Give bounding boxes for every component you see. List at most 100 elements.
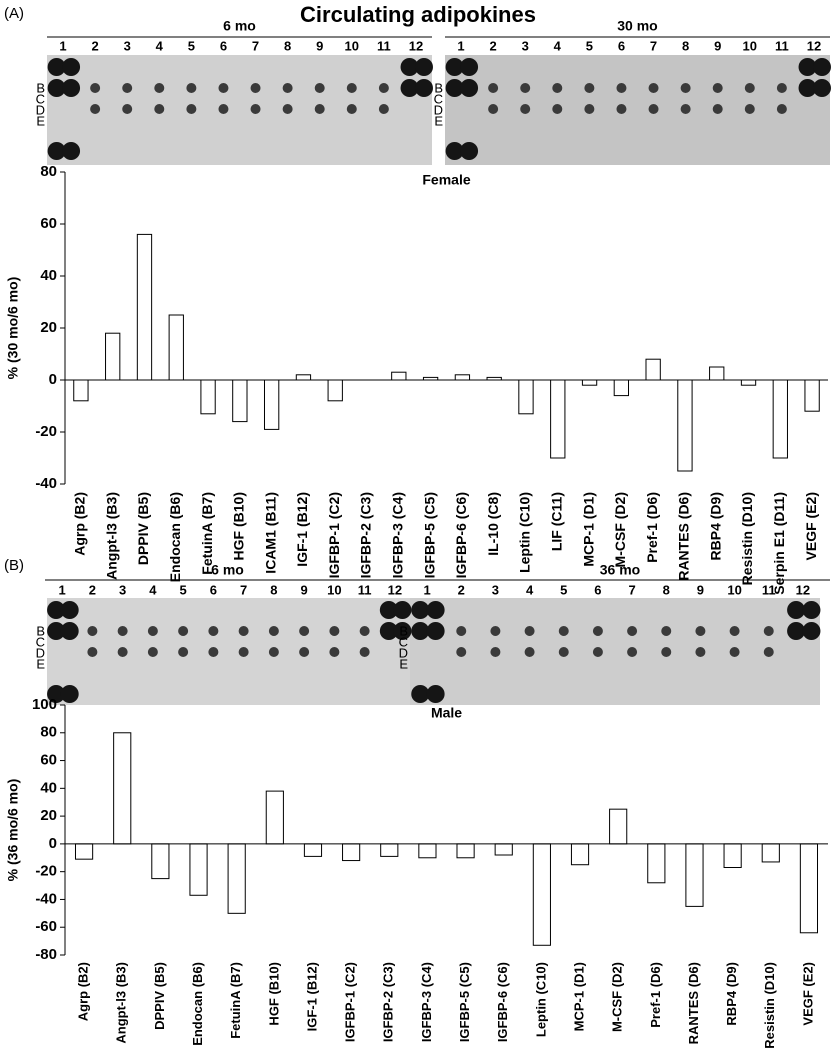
bar <box>454 374 471 381</box>
y-tick-label: 80 <box>40 163 57 180</box>
y-tick-label: 0 <box>49 371 57 388</box>
column-number: 8 <box>284 38 291 53</box>
x-tick-label: RBP4 (D9) <box>707 492 723 560</box>
bar <box>494 843 513 856</box>
column-number: 7 <box>252 38 259 53</box>
x-tick-label: LIF (C11) <box>548 492 564 551</box>
blot-spot <box>62 58 81 76</box>
blot-spot <box>379 601 398 619</box>
bar <box>581 379 598 386</box>
blot-spot <box>250 104 261 114</box>
row-letter: E <box>36 113 45 128</box>
blot-spot <box>147 626 158 636</box>
column-number: 8 <box>682 38 689 53</box>
blot-spot <box>314 83 325 93</box>
blot-spot <box>62 79 81 97</box>
blot-spot <box>178 626 189 636</box>
blot-spot <box>712 83 723 93</box>
blot-spot <box>379 622 398 640</box>
x-tick-label: IGF-1 (B12) <box>304 962 319 1031</box>
column-number: 5 <box>586 38 593 53</box>
blot-spot <box>648 83 659 93</box>
blot-spot <box>661 647 672 657</box>
blot-spot <box>695 647 706 657</box>
panel-label: (A) <box>4 5 24 22</box>
column-number: 11 <box>358 582 372 597</box>
column-number: 6 <box>210 582 217 597</box>
blot-spot <box>47 622 66 640</box>
blot-spot <box>60 601 79 619</box>
row-letter: D <box>399 645 408 660</box>
blot-spot <box>414 79 433 97</box>
blot-spot <box>460 79 479 97</box>
blot-spot <box>299 626 310 636</box>
blot-spot <box>117 647 128 657</box>
blot-spot <box>552 83 563 93</box>
column-number: 11 <box>775 38 789 53</box>
blot-spot <box>426 622 445 640</box>
y-tick-label: 20 <box>40 319 57 336</box>
blot-spot <box>186 104 197 114</box>
y-tick-label: 0 <box>49 835 57 852</box>
bar <box>532 843 551 946</box>
blot-spot <box>488 104 499 114</box>
x-tick-label: RBP4 (D9) <box>724 962 739 1026</box>
row-letter: B <box>36 80 45 95</box>
row-letter: B <box>434 80 443 95</box>
column-number: 12 <box>388 582 402 597</box>
column-number: 6 <box>618 38 625 53</box>
column-number: 3 <box>492 582 499 597</box>
y-tick-label: -20 <box>35 423 57 440</box>
blot-spot <box>411 601 430 619</box>
bar <box>550 379 566 459</box>
row-letter: B <box>399 623 408 638</box>
blot-image <box>410 598 820 705</box>
column-number: 1 <box>59 582 66 597</box>
blot-image <box>445 55 830 165</box>
bar <box>265 790 284 845</box>
blot-label: 36 mo <box>600 562 640 578</box>
figure-title: Circulating adipokines <box>300 2 536 27</box>
blot-spot <box>414 58 433 76</box>
blot-spot <box>147 647 158 657</box>
bar <box>761 843 780 863</box>
y-tick-label: -40 <box>35 890 57 907</box>
blot-spot <box>744 83 755 93</box>
column-number: 6 <box>220 38 227 53</box>
blot-spot <box>763 647 774 657</box>
x-tick-label: HGF (B10) <box>231 492 247 560</box>
bar <box>709 366 725 381</box>
blot-spot <box>299 647 310 657</box>
blot-spot <box>329 626 340 636</box>
chart-title: Male <box>431 705 462 721</box>
blot-spot <box>802 601 821 619</box>
blot-spot <box>393 622 412 640</box>
column-number: 1 <box>59 38 66 53</box>
y-tick-label: -60 <box>35 918 57 935</box>
column-number: 4 <box>526 582 534 597</box>
bar <box>74 843 94 860</box>
blot-spot <box>238 626 249 636</box>
column-number: 9 <box>697 582 704 597</box>
blot-spot <box>426 685 445 703</box>
blot-spot <box>729 647 740 657</box>
row-letter: C <box>399 634 408 649</box>
row-letter: E <box>399 656 408 671</box>
blot-spot <box>154 83 165 93</box>
blot-spot <box>426 601 445 619</box>
y-axis-label: % (30 mo/6 mo) <box>5 277 21 380</box>
column-number: 4 <box>149 582 157 597</box>
blot-spot <box>524 647 535 657</box>
blot-spot <box>558 626 569 636</box>
row-letter: D <box>36 645 45 660</box>
blot-spot <box>584 104 595 114</box>
blot-spot <box>87 626 98 636</box>
blot-spot <box>552 104 563 114</box>
column-number: 1 <box>457 38 464 53</box>
blot-spot <box>208 647 219 657</box>
blot-spot <box>798 58 817 76</box>
blot-spot <box>802 622 821 640</box>
x-tick-label: DPPIV (B5) <box>135 492 151 565</box>
bar <box>151 843 170 880</box>
